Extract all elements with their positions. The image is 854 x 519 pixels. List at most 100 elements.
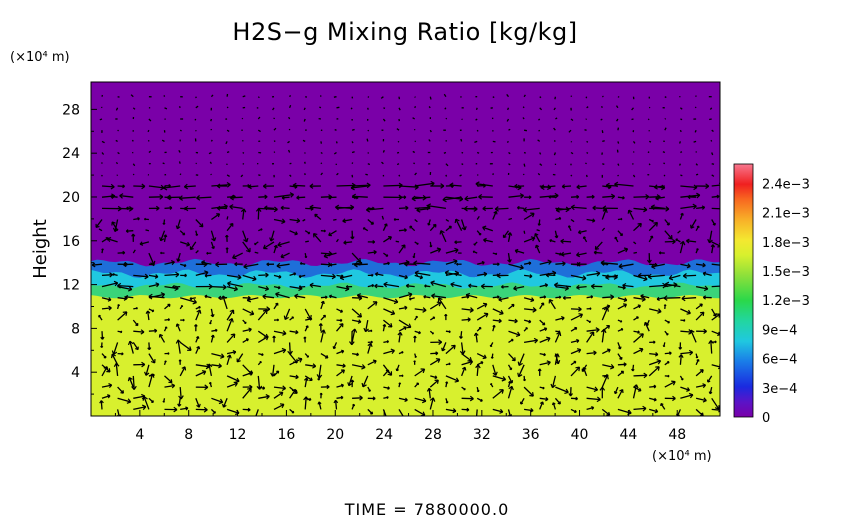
wind-vector [675,238,681,243]
wind-vector [631,163,634,165]
wind-vector [602,304,611,310]
wind-vector [210,334,215,343]
wind-vector [148,118,152,122]
wind-vector [651,263,665,270]
wind-vector [537,368,542,376]
wind-vector [242,274,257,282]
wind-vector [215,261,228,268]
wind-vector [204,294,212,299]
wind-vector [482,206,493,212]
wind-vector [431,293,446,299]
wind-vector [270,364,276,377]
wind-vector [333,399,339,410]
wind-vector [576,252,587,258]
wind-vector [570,313,584,321]
wind-vector [461,395,474,402]
wind-vector [429,397,436,410]
wind-vector [287,140,290,144]
wind-vector [586,396,601,403]
wind-vector [194,324,198,332]
wind-vector [539,401,544,410]
wind-vector [367,408,374,415]
wind-vector [414,219,418,223]
wind-vector [328,294,337,299]
wind-vector [112,219,119,233]
wind-vector [711,163,715,165]
wind-vector [336,106,340,109]
wind-vector [164,303,171,310]
wind-vector [539,336,551,343]
wind-vector [498,296,509,302]
wind-vector [508,193,525,199]
wind-vector [445,225,452,232]
wind-vector [289,174,292,177]
wind-vector [211,213,221,221]
wind-vector [444,107,447,110]
wind-vector [258,194,268,200]
wind-vector [507,364,513,371]
wind-vector [555,386,569,394]
wind-vector [398,228,407,233]
wind-vector [351,252,361,263]
wind-vector [335,141,338,144]
colorbar-tick-label: 2.1e−3 [762,207,810,222]
wind-vector [637,272,650,279]
wind-vector [460,366,467,377]
wind-vector [650,204,665,210]
wind-vector [711,129,714,133]
wind-vector [162,162,165,165]
wind-vector [164,107,168,110]
wind-vector [456,262,462,266]
wind-vector [184,205,196,212]
wind-vector [648,218,654,223]
wind-vector [201,260,212,266]
wind-vector [502,230,510,239]
wind-vector [570,174,573,177]
wind-vector [633,330,640,334]
wind-vector [648,221,658,232]
wind-vector [615,105,619,109]
wind-vector [523,327,528,332]
wind-vector [132,319,139,327]
wind-vector [633,372,648,379]
wind-vector [539,163,543,166]
wind-vector [98,228,103,232]
wind-vector [266,262,275,267]
wind-vector [461,307,474,313]
wind-vector [206,251,212,255]
wind-vector [232,252,243,260]
wind-vector [367,396,376,401]
wind-vector [711,219,716,226]
wind-vector [309,282,322,289]
wind-vector [351,162,354,164]
colorbar-tick-label: 1.8e−3 [762,236,810,251]
x-tick-label: 48 [668,427,686,443]
wind-vector [707,230,713,244]
wind-vector [454,218,463,231]
wind-vector [640,294,650,299]
wind-vector [633,304,642,310]
wind-vector [534,233,541,243]
wind-vector [414,397,427,404]
wind-vector [130,94,134,98]
wind-vector [164,205,173,210]
wind-vector [555,216,562,221]
wind-vector [382,118,386,122]
wind-vector [695,225,700,232]
wind-vector [398,351,404,355]
wind-vector [382,319,393,328]
wind-vector [383,340,390,344]
wind-vector [680,174,683,177]
wind-vector [539,283,549,288]
wind-vector [517,353,525,367]
wind-vector [273,127,277,131]
wind-vector [614,181,634,188]
wind-vector [476,326,482,332]
wind-vector [695,285,709,292]
wind-vector [226,174,230,177]
wind-vector [695,311,705,321]
wind-vector [380,96,384,99]
wind-vector [397,331,403,343]
wind-vector [258,228,263,232]
wind-vector [132,163,136,167]
